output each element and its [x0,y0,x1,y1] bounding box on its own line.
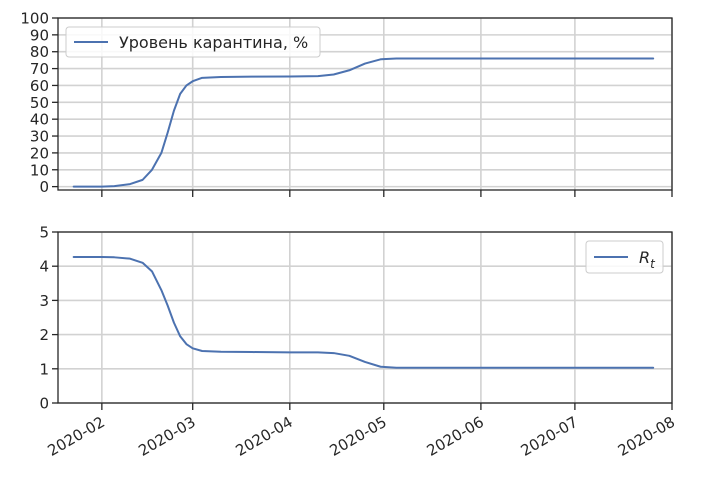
y-tick-label: 5 [39,224,49,242]
legend-label: Rt [639,248,656,271]
y-tick-label: 3 [39,292,49,310]
y-tick-label: 70 [30,60,49,78]
x-tick-label: 2020-06 [424,413,487,460]
y-tick-label: 0 [39,178,49,196]
x-tick-label: 2020-05 [327,413,390,460]
y-tick-label: 90 [30,26,49,44]
axes-frame [57,17,673,191]
x-tick-label: 2020-02 [45,413,108,460]
y-tick-label: 60 [30,77,49,95]
legend: Rt [585,240,664,274]
x-tick-label: 2020-07 [518,413,581,460]
y-tick-label: 4 [39,258,49,276]
bottom-panel-rt: 0 1 2 3 4 5 2020-02 2020-03 2020-04 2020-05 2020-0… [39,224,678,460]
y-tick-label: 80 [30,43,49,61]
y-tick-label: 50 [30,94,49,112]
y-tick-label: 0 [39,395,49,413]
y-tick-label: 30 [30,128,49,146]
x-tick-label: 2020-08 [615,413,678,460]
legend-label: Уровень карантина, % [119,33,308,52]
y-tick-label: 2 [39,326,49,344]
y-tick-label: 40 [30,111,49,129]
y-tick-label: 100 [20,10,49,28]
series-line-top-0 [72,57,655,188]
legend: Уровень карантина, % [65,26,321,58]
x-tick-label: 2020-03 [135,413,198,460]
y-tick-label: 10 [30,161,49,179]
y-tick-label: 1 [39,360,49,378]
y-tick-label: 20 [30,144,49,162]
x-tick-label: 2020-04 [233,413,296,460]
series-line-bottom-0 [72,255,655,369]
axes-frame [57,231,673,404]
